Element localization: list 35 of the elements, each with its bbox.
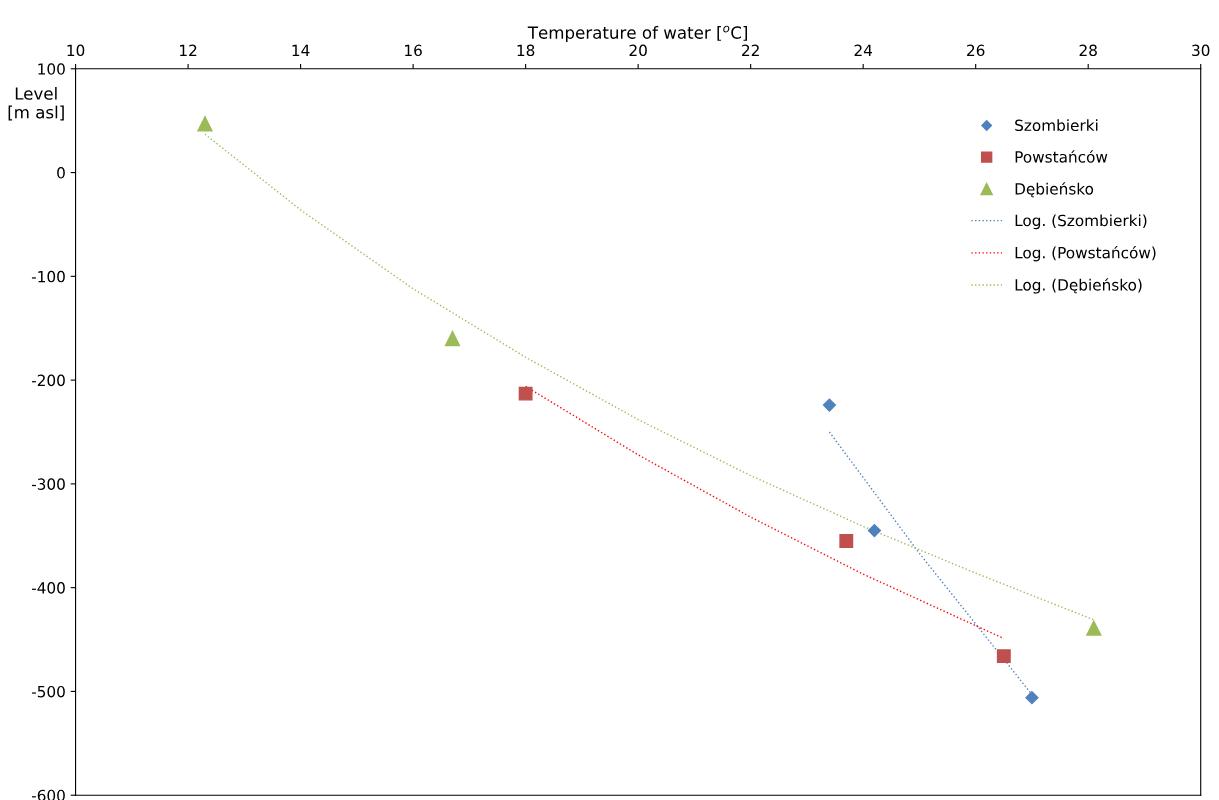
y-axis-title: Level [m asl] xyxy=(8,86,64,121)
legend-label: Szombierki xyxy=(1015,119,1098,132)
y-tick-label: -500 xyxy=(31,685,65,698)
legend-label: Log. (Dębieńsko) xyxy=(1015,278,1142,294)
x-axis-title: Temperature of water [$^{o}$C] xyxy=(527,25,747,43)
point xyxy=(839,534,854,548)
point xyxy=(197,116,213,132)
legend-label: Log. (Szombierki) xyxy=(1015,214,1147,230)
x-tick-label: 18 xyxy=(517,44,535,57)
point xyxy=(996,649,1011,664)
point xyxy=(822,398,837,412)
x-tick-label: 24 xyxy=(854,44,873,56)
point xyxy=(1086,620,1102,636)
point xyxy=(1025,691,1039,705)
x-tick-label: 30 xyxy=(1192,44,1210,57)
point xyxy=(518,386,533,401)
x-tick-label: 14 xyxy=(292,44,310,56)
x-tick-label: 28 xyxy=(1079,44,1097,57)
x-tick-label: 10 xyxy=(67,44,85,57)
y-tick-label: 0 xyxy=(57,167,65,179)
y-tick-label: -200 xyxy=(31,374,65,387)
x-tick-label: 20 xyxy=(629,44,647,57)
y-tick-label: 100 xyxy=(38,63,65,75)
x-tick-label: 26 xyxy=(967,44,985,57)
legend-label: Dębieńsko xyxy=(1015,182,1094,198)
y-tick-label: -400 xyxy=(31,582,65,594)
y-tick-label: -100 xyxy=(31,270,65,283)
legend-label: Powstańców xyxy=(1015,150,1108,163)
y-tick-label: -300 xyxy=(31,478,65,490)
legend-label: Log. (Powstańców) xyxy=(1015,245,1156,262)
point xyxy=(444,330,461,347)
x-tick-label: 12 xyxy=(180,44,197,56)
x-tick-label: 22 xyxy=(742,44,759,56)
x-tick-label: 16 xyxy=(405,44,422,57)
point xyxy=(867,523,882,538)
